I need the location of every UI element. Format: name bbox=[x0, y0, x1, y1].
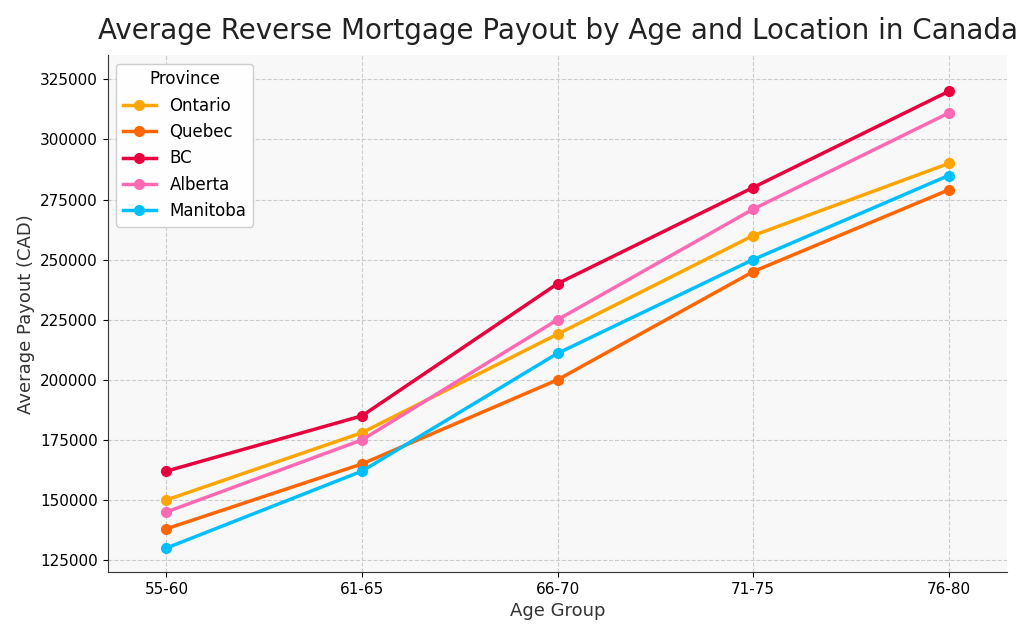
BC bbox=[746, 183, 759, 191]
Ontario bbox=[161, 496, 173, 504]
Ontario bbox=[552, 331, 564, 338]
Alberta bbox=[746, 205, 759, 213]
Alberta bbox=[161, 508, 173, 516]
Manitoba bbox=[356, 468, 369, 475]
Manitoba bbox=[942, 172, 954, 180]
BC bbox=[942, 87, 954, 95]
Title: Average Reverse Mortgage Payout by Age and Location in Canada: Average Reverse Mortgage Payout by Age a… bbox=[97, 17, 1018, 45]
Line: Ontario: Ontario bbox=[162, 159, 953, 505]
Line: BC: BC bbox=[162, 87, 953, 476]
BC bbox=[356, 412, 369, 420]
Quebec bbox=[552, 376, 564, 383]
Manitoba bbox=[161, 544, 173, 552]
Quebec bbox=[161, 525, 173, 533]
Ontario bbox=[356, 429, 369, 436]
Ontario bbox=[746, 232, 759, 240]
Line: Manitoba: Manitoba bbox=[162, 171, 953, 553]
Alberta bbox=[356, 436, 369, 444]
Quebec bbox=[942, 186, 954, 194]
Quebec bbox=[746, 268, 759, 275]
Legend: Ontario, Quebec, BC, Alberta, Manitoba: Ontario, Quebec, BC, Alberta, Manitoba bbox=[116, 64, 253, 227]
Line: Quebec: Quebec bbox=[162, 185, 953, 534]
Line: Alberta: Alberta bbox=[162, 108, 953, 517]
BC bbox=[552, 280, 564, 287]
Alberta bbox=[552, 316, 564, 324]
BC bbox=[161, 468, 173, 475]
Manitoba bbox=[746, 256, 759, 264]
Alberta bbox=[942, 109, 954, 117]
Quebec bbox=[356, 460, 369, 468]
Manitoba bbox=[552, 350, 564, 357]
Ontario bbox=[942, 160, 954, 168]
X-axis label: Age Group: Age Group bbox=[510, 603, 605, 620]
Y-axis label: Average Payout (CAD): Average Payout (CAD) bbox=[16, 214, 35, 413]
